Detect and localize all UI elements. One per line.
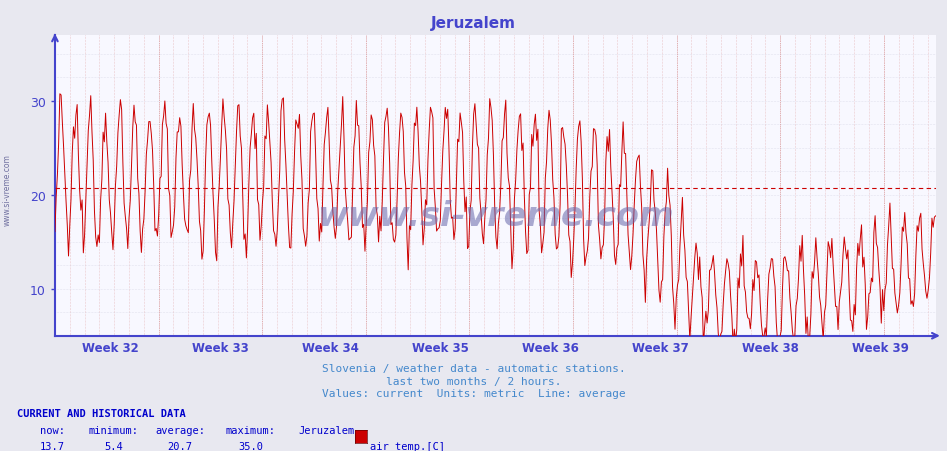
Text: Jeruzalem: Jeruzalem [298,425,355,435]
Text: 5.4: 5.4 [104,441,123,451]
Text: now:: now: [40,425,64,435]
Text: CURRENT AND HISTORICAL DATA: CURRENT AND HISTORICAL DATA [17,408,186,418]
Text: last two months / 2 hours.: last two months / 2 hours. [385,376,562,386]
Text: Slovenia / weather data - automatic stations.: Slovenia / weather data - automatic stat… [322,363,625,373]
Text: www.si-vreme.com: www.si-vreme.com [3,153,12,226]
Text: Values: current  Units: metric  Line: average: Values: current Units: metric Line: aver… [322,388,625,398]
Text: www.si-vreme.com: www.si-vreme.com [317,199,673,233]
Text: 13.7: 13.7 [40,441,64,451]
Text: air temp.[C]: air temp.[C] [370,441,445,451]
Text: 20.7: 20.7 [168,441,192,451]
Text: 35.0: 35.0 [239,441,263,451]
Text: maximum:: maximum: [226,425,276,435]
Text: average:: average: [155,425,205,435]
Text: minimum:: minimum: [89,425,138,435]
Text: Jeruzalem: Jeruzalem [431,16,516,31]
